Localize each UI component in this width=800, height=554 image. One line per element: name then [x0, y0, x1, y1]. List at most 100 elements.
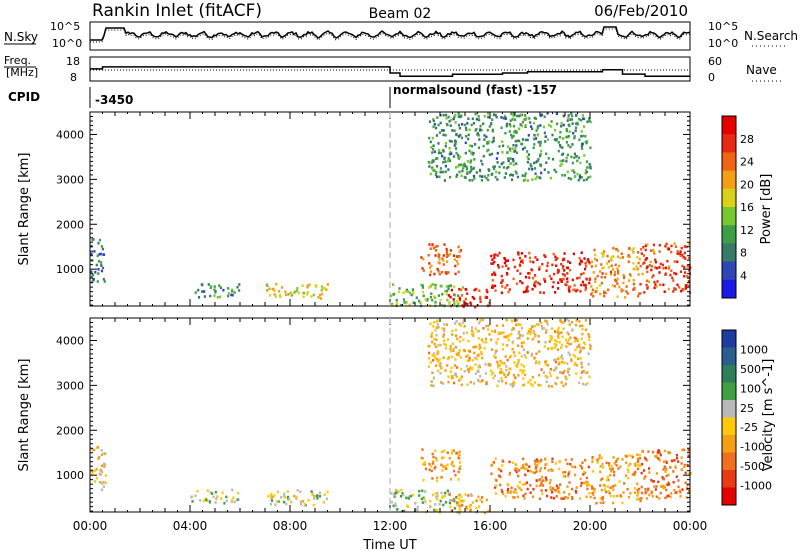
data-cell	[609, 494, 612, 498]
data-cell	[505, 259, 508, 263]
data-cell	[432, 148, 435, 151]
data-cell	[489, 338, 493, 342]
data-cell	[592, 489, 595, 492]
data-cell	[321, 292, 324, 296]
data-cell	[504, 286, 507, 289]
colorbar-segment	[722, 347, 736, 366]
data-cell	[516, 484, 519, 488]
data-cell	[440, 170, 443, 174]
data-cell	[678, 489, 681, 492]
data-cell	[433, 337, 436, 341]
data-cell	[94, 270, 97, 274]
data-cell	[562, 257, 565, 261]
data-cell	[434, 287, 437, 290]
data-cell	[536, 175, 539, 179]
data-cell	[500, 281, 503, 284]
data-cell	[600, 456, 603, 460]
data-cell	[440, 381, 443, 384]
data-cell	[402, 291, 405, 295]
colorbar-segment	[722, 382, 736, 401]
data-cell	[508, 471, 511, 475]
data-cell	[658, 271, 661, 274]
data-cell	[463, 123, 466, 127]
data-cell	[524, 290, 528, 293]
data-cell	[525, 117, 528, 120]
data-cell	[541, 327, 544, 331]
data-cell	[616, 277, 619, 281]
data-cell	[630, 454, 633, 457]
data-cell	[599, 497, 602, 500]
data-cell	[568, 493, 571, 496]
data-cell	[203, 499, 206, 503]
data-cell	[481, 496, 484, 499]
data-cell	[506, 482, 509, 486]
data-cell	[433, 272, 436, 276]
data-cell	[554, 360, 557, 364]
data-cell	[575, 323, 578, 327]
data-cell	[465, 165, 468, 169]
data-cell	[479, 319, 482, 322]
date-label: 06/Feb/2010	[594, 2, 688, 20]
data-cell	[490, 472, 493, 476]
data-cell	[504, 172, 507, 175]
data-cell	[562, 277, 565, 281]
data-cell	[523, 174, 527, 178]
data-cell	[232, 496, 235, 500]
data-cell	[663, 290, 666, 293]
data-cell	[666, 495, 669, 498]
data-cell	[662, 477, 665, 481]
data-cell	[431, 243, 434, 246]
data-cell	[615, 464, 618, 467]
data-cell	[440, 366, 443, 370]
data-cell	[572, 252, 575, 256]
data-cell	[571, 497, 574, 501]
data-cell	[429, 140, 432, 144]
x-tick-label: 20:00	[573, 519, 608, 533]
data-cell	[679, 490, 682, 494]
data-cell	[401, 492, 404, 495]
data-cell	[430, 264, 433, 268]
data-cell	[584, 342, 587, 346]
data-cell	[512, 163, 515, 167]
data-cell	[483, 175, 486, 178]
data-cell	[435, 171, 438, 174]
data-cell	[554, 367, 557, 370]
colorbar-segment	[722, 452, 736, 471]
data-cell	[599, 465, 602, 468]
data-cell	[421, 489, 424, 493]
data-cell	[520, 341, 523, 345]
data-cell	[421, 457, 424, 460]
data-cell	[436, 157, 439, 160]
data-cell	[522, 290, 525, 294]
data-cell	[600, 275, 603, 279]
data-cell	[619, 256, 622, 260]
data-cell	[558, 491, 561, 495]
data-cell	[214, 490, 217, 494]
data-cell	[442, 335, 445, 338]
data-cell	[584, 262, 587, 265]
data-cell	[527, 330, 530, 333]
data-cell	[624, 474, 628, 477]
y-tick-label: 2000	[56, 424, 84, 437]
data-cell	[469, 508, 472, 512]
data-cell	[450, 376, 454, 380]
data-cell	[560, 497, 563, 500]
data-cell	[436, 352, 439, 355]
data-cell	[236, 285, 239, 289]
data-cell	[428, 120, 432, 123]
data-cell	[553, 358, 556, 362]
data-cell	[484, 337, 488, 341]
data-cell	[445, 292, 448, 296]
data-cell	[102, 277, 105, 281]
data-cell	[681, 448, 684, 452]
data-cell	[555, 264, 558, 267]
data-cell	[550, 120, 553, 123]
data-cell	[479, 380, 482, 384]
data-cell	[100, 261, 103, 264]
data-cell	[668, 265, 671, 268]
data-cell	[435, 509, 438, 513]
data-cell	[538, 373, 541, 377]
data-cell	[592, 493, 595, 496]
data-cell	[667, 287, 670, 291]
data-cell	[520, 326, 524, 330]
